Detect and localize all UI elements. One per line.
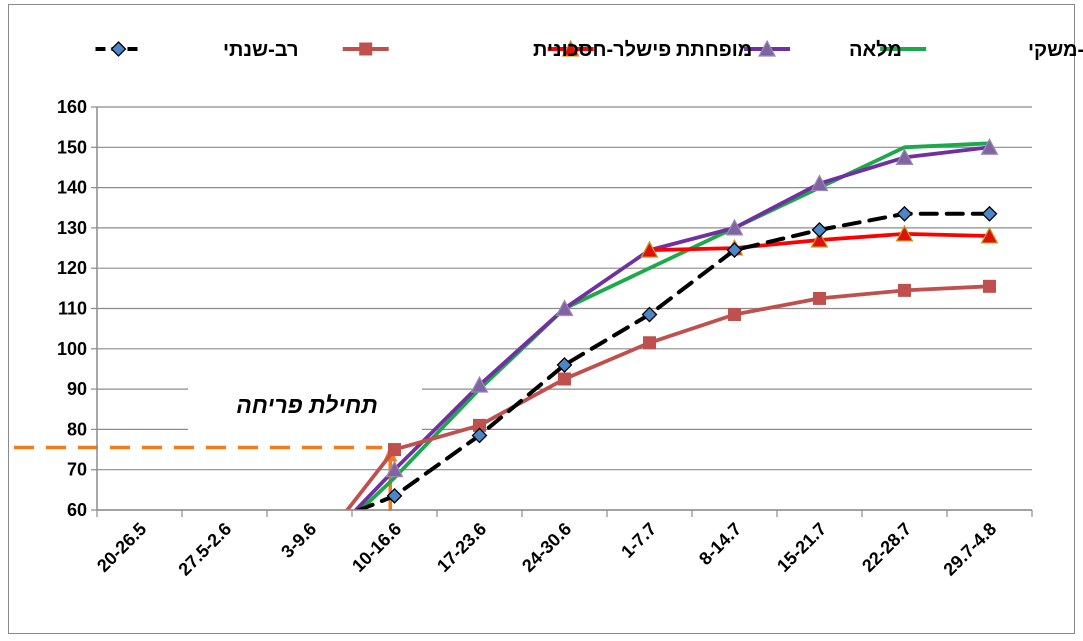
series (344, 279, 996, 510)
data-point-marker (811, 221, 828, 238)
x-tick-label: 10-16.6 (348, 519, 405, 576)
data-point-marker (980, 138, 999, 155)
data-point-marker (725, 218, 744, 236)
legend-item: פישלר-חסכונית (342, 39, 671, 61)
data-point-marker (980, 226, 999, 244)
y-tick-label: 140 (57, 178, 87, 198)
y-tick-label: 160 (57, 97, 87, 117)
data-point-marker (813, 291, 826, 305)
plot-area (344, 138, 999, 510)
annotation-label-background (188, 385, 422, 441)
data-point-marker (385, 460, 404, 478)
data-point-marker (388, 443, 401, 457)
data-point-marker (981, 205, 998, 222)
legend-label: איתן-משקי (1028, 39, 1083, 61)
x-tick-label: 17-23.6 (433, 519, 490, 576)
data-point-marker (726, 242, 743, 258)
legend-label: פישלר-חסכונית (533, 39, 671, 61)
legend-item: איתן-משקי (880, 39, 1083, 61)
x-tick-label: 29.7-4.8 (939, 519, 1000, 580)
legend-item: רב-שנתי (95, 39, 299, 61)
y-tick-label: 150 (57, 137, 87, 157)
x-tick-label: 15-21.7 (773, 519, 830, 576)
x-tick-label: 8-14.7 (695, 519, 745, 569)
legend-item: מלאה (744, 39, 902, 61)
legend-label: מופחתת (676, 39, 752, 61)
data-point-marker (641, 306, 658, 323)
y-tick-label: 70 (67, 460, 87, 480)
chart-frame (8, 4, 1075, 634)
x-tick-label: 22-28.7 (858, 519, 915, 576)
y-tick-label: 110 (58, 299, 87, 319)
legend-item: מופחתת (547, 39, 752, 61)
x-tick-label: 27.5-2.6 (174, 519, 235, 580)
data-point-marker (896, 205, 913, 222)
data-point-marker (110, 41, 127, 57)
data-point-marker (471, 427, 488, 444)
x-tick-label: 1-7.7 (617, 519, 660, 562)
series-line (353, 145, 992, 510)
data-point-marker (895, 148, 914, 165)
y-tick-label: 90 (67, 379, 87, 399)
axes: 60 70 80 90 100 110 120 130 140 150 160 20-26.5 27.5… (57, 97, 1033, 580)
data-point-marker (386, 487, 403, 504)
data-point-marker (470, 375, 489, 393)
series-group (344, 138, 999, 510)
data-point-marker (561, 39, 580, 57)
legend-label: מלאה (849, 39, 902, 61)
x-tick-label: 24-30.6 (518, 519, 575, 576)
data-point-marker (758, 39, 777, 57)
x-tick-label: 20-26.5 (93, 519, 150, 576)
data-point-marker (640, 240, 659, 258)
y-tick-label: 120 (57, 258, 87, 278)
data-point-marker (643, 336, 656, 350)
y-tick-label: 100 (57, 339, 87, 359)
data-point-marker (983, 279, 996, 293)
data-point-marker (898, 283, 911, 297)
data-point-marker (556, 357, 573, 373)
y-tick-label: 80 (67, 419, 87, 439)
series (354, 205, 998, 510)
data-point-marker (728, 308, 741, 322)
y-tick-label: 60 (67, 500, 87, 520)
data-point-marker (895, 224, 914, 242)
y-tick-label: 130 (57, 218, 87, 238)
annotation-group: תחילת פריחה (14, 385, 422, 511)
series (357, 141, 992, 510)
series-line (357, 141, 992, 510)
data-point-marker (810, 174, 829, 192)
data-point-marker (359, 42, 373, 56)
data-point-marker (555, 299, 574, 317)
x-tick-label: 3-9.6 (277, 519, 320, 562)
legend-label: רב-שנתי (223, 39, 299, 61)
annotation-text: תחילת פריחה (236, 392, 378, 418)
data-point-marker (558, 372, 571, 386)
series-line (354, 211, 992, 510)
data-point-marker (810, 230, 829, 248)
